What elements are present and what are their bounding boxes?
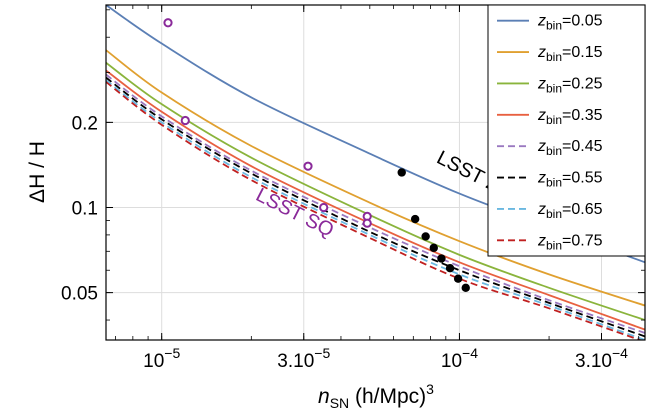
x-tick-label: 10−5: [143, 345, 180, 372]
legend-z: z: [537, 44, 546, 61]
x-axis-title-base: n: [318, 385, 330, 408]
x-tick-label-exp: −4: [462, 345, 478, 361]
filled-point: [437, 254, 446, 263]
y-tick-label: 0.2: [72, 113, 98, 134]
legend-value: =0.45: [562, 138, 603, 155]
legend-sub: bin: [546, 50, 562, 64]
legend-entry-label: zbin=0.25: [537, 75, 603, 95]
series-line-6: [106, 79, 645, 340]
y-tick-label: 0.05: [61, 284, 98, 305]
legend-z: z: [537, 13, 546, 30]
series-layer: [106, 5, 645, 340]
series-line-5: [106, 76, 645, 338]
legend-entry-label: zbin=0.45: [537, 138, 603, 158]
legend-sub: bin: [546, 238, 562, 252]
legend-sub: bin: [546, 113, 562, 127]
legend-value: =0.65: [562, 201, 603, 218]
legend-value: =0.15: [562, 44, 603, 61]
legend-entry-label: zbin=0.05: [537, 13, 603, 33]
legend-z: z: [537, 107, 546, 124]
x-axis-title-sub: SN: [330, 395, 349, 411]
filled-point: [410, 214, 420, 224]
legend-value: =0.75: [562, 232, 603, 249]
legend-sub: bin: [546, 19, 562, 33]
open-point: [319, 202, 329, 213]
legend-sub: bin: [546, 207, 562, 221]
legend-entry-label: zbin=0.55: [537, 170, 603, 190]
legend-z: z: [537, 201, 546, 218]
legend-value: =0.35: [562, 107, 603, 124]
y-axis-title: ΔH / H: [26, 141, 49, 203]
x-tick-label-base: 10: [143, 351, 164, 372]
legend-value: =0.55: [562, 170, 603, 187]
legend-z: z: [537, 138, 546, 155]
filled-point: [429, 243, 438, 253]
open-point: [163, 18, 173, 28]
legend-z: z: [537, 170, 546, 187]
series-line-1: [106, 49, 645, 307]
legend-z: z: [537, 75, 546, 92]
filled-point: [421, 232, 430, 241]
x-tick-label-base: 3.10: [575, 351, 612, 372]
open-point: [180, 115, 190, 126]
x-axis-title-rest: (h/Mpc): [349, 385, 426, 408]
filled-point: [397, 168, 406, 177]
points-layer: [163, 18, 470, 293]
series-line-7: [106, 81, 643, 340]
legend-entry-label: zbin=0.65: [537, 201, 603, 221]
legend-z: z: [537, 232, 546, 249]
legend-sub: bin: [546, 144, 562, 158]
ticks: 10−5 3.10−5 10−4 3.10−40.050.10.2: [61, 5, 645, 372]
series-line-4: [106, 73, 645, 334]
x-axis-title-sup: 3: [426, 381, 434, 397]
x-tick-label-exp: −5: [314, 345, 330, 361]
legend-sub: bin: [546, 176, 562, 190]
x-tick-label-base: 3.10: [277, 351, 314, 372]
filled-point: [445, 264, 455, 273]
x-tick-label: 3.10−5: [277, 345, 330, 372]
legend-box: [487, 4, 646, 257]
x-axis-title: nSN (h/Mpc)3: [318, 381, 434, 411]
legend-entry-label: zbin=0.15: [537, 44, 603, 64]
legend-value: =0.05: [562, 13, 603, 30]
x-tick-label-exp: −4: [612, 345, 628, 361]
filled-point: [453, 274, 463, 283]
legend-value: =0.25: [562, 75, 603, 92]
y-tick-label: 0.1: [72, 198, 98, 219]
x-tick-label-exp: −5: [164, 345, 180, 361]
legend-entry-label: zbin=0.35: [537, 107, 603, 127]
legend-sub: bin: [546, 81, 562, 95]
open-point: [362, 218, 372, 228]
open-point: [303, 161, 313, 171]
filled-point: [461, 283, 470, 293]
x-tick-label-base: 10: [441, 351, 462, 372]
x-tick-label: 3.10−4: [575, 345, 628, 372]
legend: zbin=0.05zbin=0.15zbin=0.25zbin=0.35zbin…: [487, 4, 646, 257]
x-tick-label: 10−4: [441, 345, 478, 372]
legend-entry-label: zbin=0.75: [537, 232, 603, 252]
